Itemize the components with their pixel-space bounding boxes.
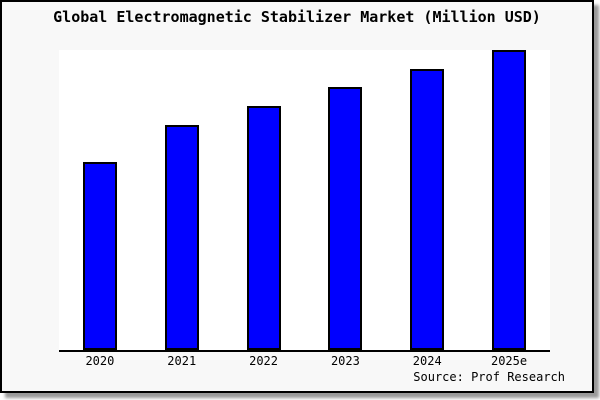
x-tick-label-2023: 2023 xyxy=(330,354,360,368)
x-tick-label-2020: 2020 xyxy=(85,354,115,368)
bar-slot-2020 xyxy=(59,50,141,350)
x-tick-label-2022: 2022 xyxy=(249,354,279,368)
bar-2021 xyxy=(164,125,199,350)
bar-slot-2021 xyxy=(141,50,223,350)
source-text: Source: Prof Research xyxy=(413,370,565,384)
bar-slot-2025e xyxy=(468,50,550,350)
x-tick-label-2024: 2024 xyxy=(412,354,442,368)
bar-2022 xyxy=(246,106,281,350)
x-tick-label-2021: 2021 xyxy=(167,354,197,368)
bar-slot-2023 xyxy=(304,50,386,350)
bar-2025e xyxy=(492,50,527,350)
bar-2023 xyxy=(328,87,363,350)
chart-panel: Global Electromagnetic Stabilizer Market… xyxy=(0,0,594,393)
bars-container xyxy=(59,50,550,350)
bar-2020 xyxy=(82,162,117,350)
x-tick-label-2025e: 2025e xyxy=(490,354,528,368)
bar-slot-2022 xyxy=(223,50,305,350)
bar-2024 xyxy=(410,69,445,350)
bar-slot-2024 xyxy=(386,50,468,350)
chart-title: Global Electromagnetic Stabilizer Market… xyxy=(53,8,541,26)
x-axis-labels: 2020 2021 2022 2023 2024 2025e xyxy=(59,355,550,368)
plot-area xyxy=(59,50,550,352)
